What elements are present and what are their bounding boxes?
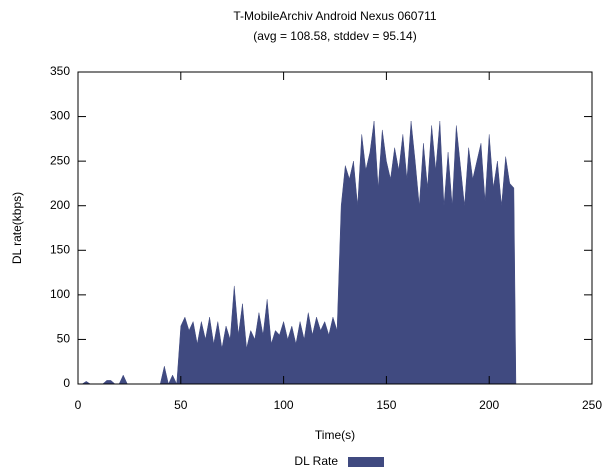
y-tick-label: 100 bbox=[50, 287, 70, 301]
y-tick-label: 150 bbox=[50, 242, 70, 256]
y-tick-label: 350 bbox=[50, 64, 70, 78]
y-tick-label: 250 bbox=[50, 153, 70, 167]
chart-title: T-MobileArchiv Android Nexus 060711 bbox=[233, 9, 437, 23]
legend-swatch bbox=[348, 457, 384, 467]
x-tick-label: 0 bbox=[75, 398, 82, 412]
chart-subtitle: (avg = 108.58, stddev = 95.14) bbox=[253, 29, 416, 43]
x-axis-label: Time(s) bbox=[315, 428, 355, 442]
x-tick-label: 200 bbox=[479, 398, 499, 412]
x-tick-label: 150 bbox=[376, 398, 396, 412]
plot-border bbox=[77, 71, 593, 385]
y-tick-label: 0 bbox=[63, 376, 70, 390]
x-tick-label: 250 bbox=[582, 398, 602, 412]
y-axis-label: DL rate(kbps) bbox=[10, 192, 24, 264]
y-tick-label: 200 bbox=[50, 198, 70, 212]
y-tick-label: 300 bbox=[50, 109, 70, 123]
x-tick-label: 100 bbox=[274, 398, 294, 412]
x-tick-label: 50 bbox=[174, 398, 188, 412]
area bbox=[78, 120, 517, 385]
legend-label: DL Rate bbox=[294, 454, 338, 468]
y-tick-label: 50 bbox=[57, 332, 71, 346]
